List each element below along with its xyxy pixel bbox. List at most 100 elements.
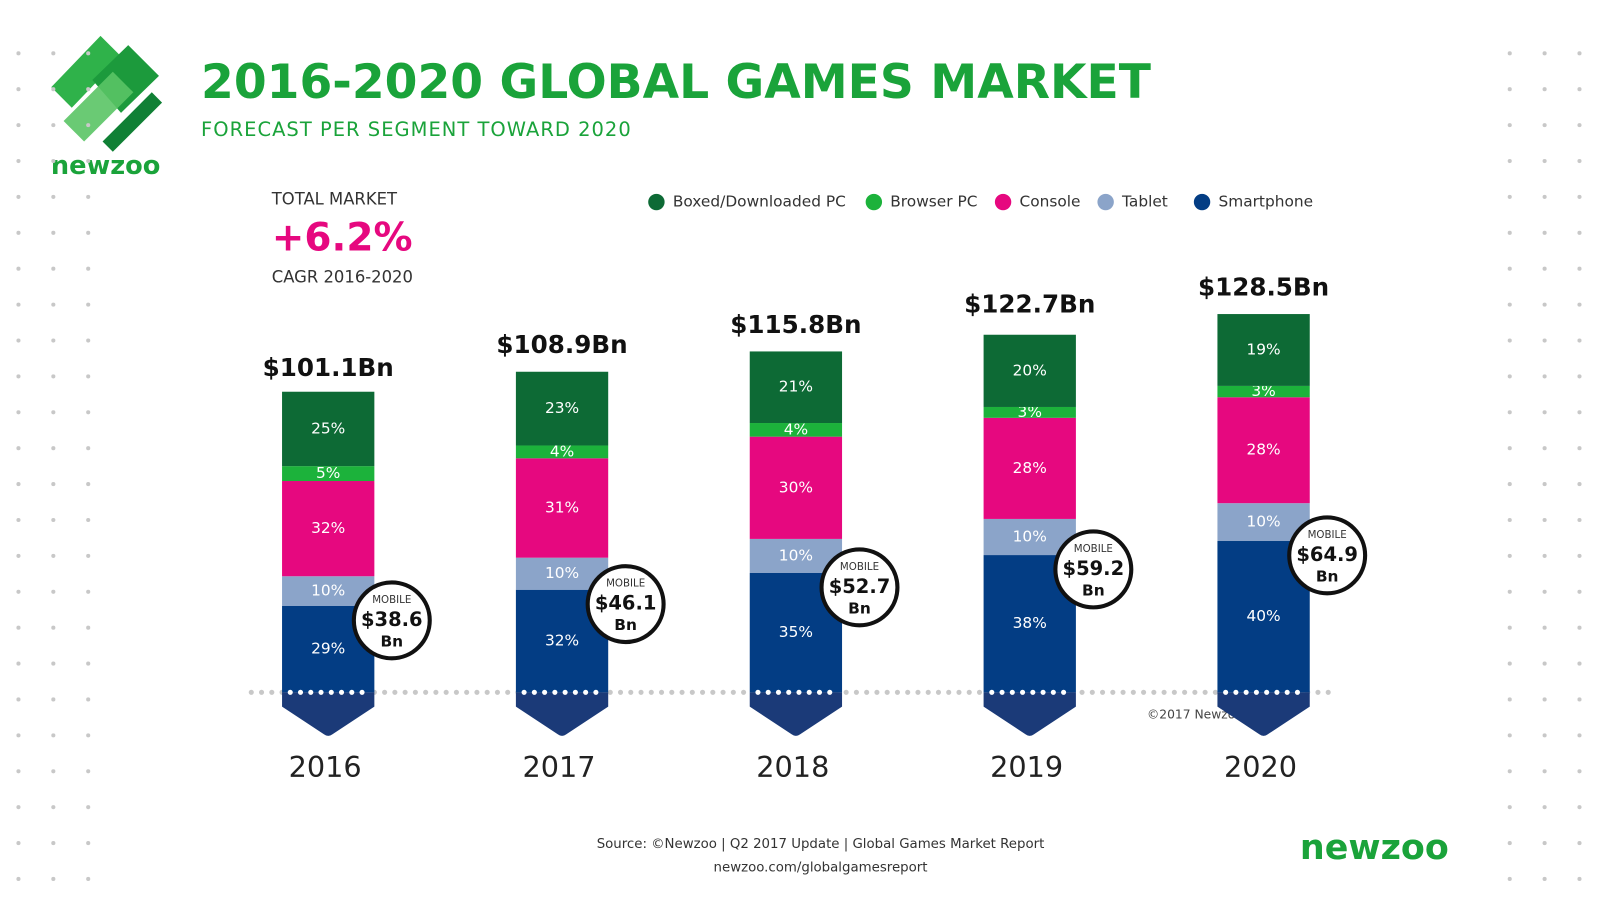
bg-dot: [86, 769, 91, 774]
bg-dot: [1577, 410, 1582, 415]
cagr-value: +6.2%: [272, 216, 413, 261]
bg-dot: [1507, 876, 1512, 882]
bg-dot: [1577, 841, 1582, 846]
bg-dot: [86, 194, 91, 199]
total-label: $122.7Bn: [964, 289, 1095, 318]
bg-dot: [86, 87, 91, 92]
bg-dot: [1542, 553, 1547, 558]
segment-label: 40%: [1246, 607, 1280, 625]
bar-segment: [282, 466, 375, 482]
bg-dot: [1542, 410, 1547, 415]
bg-dot: [1542, 876, 1547, 882]
bg-dot: [51, 230, 56, 235]
segment-label: 25%: [311, 419, 345, 437]
bg-dot: [1507, 661, 1512, 666]
legend-swatch: [1193, 193, 1211, 211]
bg-dot: [1507, 302, 1512, 307]
bg-dot: [1542, 805, 1547, 810]
bg-dot: [51, 123, 56, 128]
bar-segment: [983, 334, 1076, 407]
bg-dot: [1542, 517, 1547, 523]
segment-label: 28%: [1013, 459, 1047, 477]
bg-dot: [51, 194, 56, 199]
bg-dot: [1577, 769, 1582, 774]
bg-dot: [1507, 123, 1512, 128]
total-label: $108.9Bn: [496, 330, 627, 359]
bg-dot: [1577, 302, 1582, 307]
bg-dot: [1507, 266, 1512, 271]
bg-dot: [1577, 194, 1582, 199]
segment-label: 35%: [779, 623, 813, 641]
bg-dot: [1577, 697, 1582, 702]
total-label: $115.8Bn: [730, 310, 861, 339]
bg-dot: [16, 374, 21, 379]
bg-dot: [51, 338, 56, 343]
bg-dot: [16, 482, 21, 487]
bg-dot: [1542, 158, 1547, 164]
bg-dot: [16, 589, 21, 594]
bg-dot: [1577, 517, 1582, 523]
bg-dot: [51, 410, 56, 415]
bg-dot: [16, 733, 21, 738]
bg-dot: [16, 123, 21, 128]
bg-dot: [16, 769, 21, 774]
segment-label: 4%: [550, 442, 574, 460]
bg-dot: [1507, 553, 1512, 558]
bar-segment: [1217, 314, 1310, 386]
bg-dot: [51, 841, 56, 846]
bg-dot: [51, 446, 56, 451]
bar-segment: [1217, 397, 1310, 504]
segment-label: 10%: [779, 546, 813, 564]
mobile-value: $38.6: [361, 608, 423, 631]
bar-segment: [749, 436, 843, 539]
bg-dot: [16, 661, 21, 666]
bg-dot: [1507, 482, 1512, 487]
bg-dot: [51, 697, 56, 702]
bg-dot: [51, 733, 56, 738]
bg-dot: [86, 302, 91, 307]
bg-dot: [1507, 589, 1512, 594]
bg-dot: [16, 302, 21, 307]
mobile-value: $59.2: [1063, 557, 1125, 580]
bg-dot: [86, 733, 91, 738]
cagr-period: CAGR 2016-2020: [272, 267, 413, 286]
bg-dot: [86, 123, 91, 128]
total-label: $128.5Bn: [1198, 272, 1329, 301]
bg-dot: [1507, 841, 1512, 846]
bg-dot: [86, 482, 91, 487]
bg-dot: [1577, 625, 1582, 630]
bg-dot: [1577, 876, 1582, 882]
bg-dot: [16, 338, 21, 343]
legend-label: Console: [1019, 193, 1080, 211]
bg-dot: [51, 625, 56, 630]
legend-label: Tablet: [1121, 193, 1168, 211]
bg-dot: [1542, 302, 1547, 307]
bg-dot: [1577, 230, 1582, 235]
legend-swatch: [994, 193, 1012, 211]
segment-label: 32%: [545, 632, 579, 650]
bg-dot: [86, 374, 91, 379]
bg-dot: [1577, 553, 1582, 558]
logo-text: newzoo: [51, 151, 160, 181]
bg-dot: [1507, 194, 1512, 199]
bg-dot: [1542, 230, 1547, 235]
bg-dot: [16, 51, 21, 56]
mobile-value: $52.7: [829, 575, 891, 598]
bg-dot: [16, 158, 21, 164]
bg-dot: [1542, 266, 1547, 271]
bg-dot: [1542, 661, 1547, 666]
mobile-heading: MOBILE: [1308, 529, 1347, 541]
segment-label: 3%: [1251, 382, 1275, 400]
mobile-unit: Bn: [1082, 581, 1105, 599]
mobile-unit: Bn: [614, 616, 637, 634]
segment-label: 10%: [1246, 513, 1280, 531]
bg-dot: [1577, 589, 1582, 594]
bg-dot: [51, 769, 56, 774]
bg-dot: [1577, 733, 1582, 738]
bg-dot: [86, 697, 91, 702]
legend-swatch: [648, 193, 665, 211]
bar-segment: [515, 458, 609, 558]
bg-dot: [86, 338, 91, 343]
bg-dot: [86, 625, 91, 630]
mobile-badge: [1287, 515, 1368, 596]
